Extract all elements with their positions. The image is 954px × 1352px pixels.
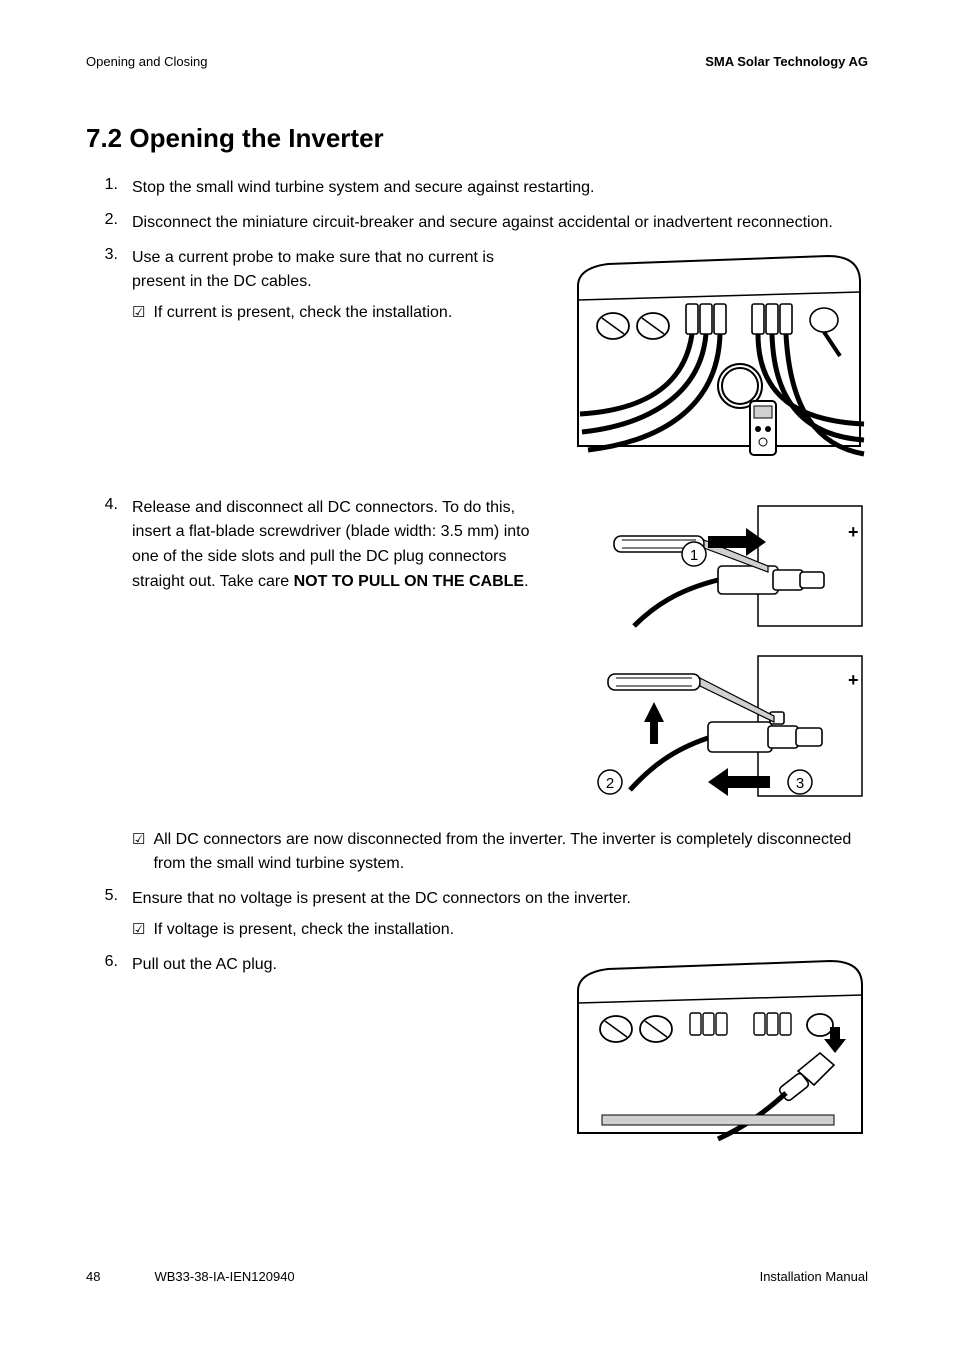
page-number: 48: [86, 1269, 100, 1284]
check-line: ☑ If voltage is present, check the insta…: [132, 918, 868, 943]
check-line: ☑ All DC connectors are now disconnected…: [132, 828, 868, 878]
figure-disconnect-dc: +: [568, 496, 868, 816]
section-heading: Opening the Inverter: [129, 123, 383, 153]
section-number: 7.2: [86, 123, 122, 153]
step-text: Disconnect the miniature circuit-breaker…: [132, 214, 833, 231]
step-text: Pull out the AC plug.: [132, 956, 277, 973]
step-text: Stop the small wind turbine system and s…: [132, 179, 594, 196]
svg-text:+: +: [848, 522, 859, 542]
page-footer: 48 WB33-38-IA-IEN120940 Installation Man…: [86, 1269, 868, 1284]
figure-current-probe: [568, 246, 868, 486]
callout-label: 2: [606, 775, 614, 792]
step-item: 2. Disconnect the miniature circuit-brea…: [86, 211, 868, 236]
callout-label: 3: [796, 775, 804, 792]
manual-label: Installation Manual: [760, 1269, 868, 1284]
step-number: 2.: [86, 211, 132, 229]
step-text: Ensure that no voltage is present at the…: [132, 890, 631, 907]
checkbox-icon: ☑: [132, 302, 145, 327]
checkbox-icon: ☑: [132, 919, 145, 944]
step-text: Use a current probe to make sure that no…: [132, 249, 494, 291]
figure-ac-plug: [568, 953, 868, 1153]
checkbox-icon: ☑: [132, 829, 145, 879]
callout-label: 1: [690, 547, 698, 564]
step-number: 3.: [86, 246, 132, 264]
check-line: ☑ If current is present, check the insta…: [132, 301, 550, 326]
header-right: SMA Solar Technology AG: [705, 54, 868, 69]
section-title: 7.2 Opening the Inverter: [86, 123, 868, 154]
step-text-bold: NOT TO PULL ON THE CABLE: [294, 573, 525, 590]
step-number: 4.: [86, 496, 132, 514]
step-item: 6. Pull out the AC plug.: [86, 953, 868, 1153]
check-text: If current is present, check the install…: [153, 301, 550, 326]
step-number: 5.: [86, 887, 132, 905]
check-text: If voltage is present, check the install…: [153, 918, 868, 943]
header-left: Opening and Closing: [86, 54, 207, 69]
step-list: 1. Stop the small wind turbine system an…: [86, 176, 868, 1153]
step-text: .: [524, 573, 528, 590]
step-number: 1.: [86, 176, 132, 194]
running-header: Opening and Closing SMA Solar Technology…: [86, 54, 868, 69]
step-item: 5. Ensure that no voltage is present at …: [86, 887, 868, 943]
step-item: 3. Use a current probe to make sure that…: [86, 246, 868, 486]
step-item: 4. Release and disconnect all DC connect…: [86, 496, 868, 878]
check-text: All DC connectors are now disconnected f…: [153, 828, 868, 878]
step-item: 1. Stop the small wind turbine system an…: [86, 176, 868, 201]
svg-text:+: +: [848, 670, 859, 690]
step-number: 6.: [86, 953, 132, 971]
doc-id: WB33-38-IA-IEN120940: [100, 1269, 759, 1284]
